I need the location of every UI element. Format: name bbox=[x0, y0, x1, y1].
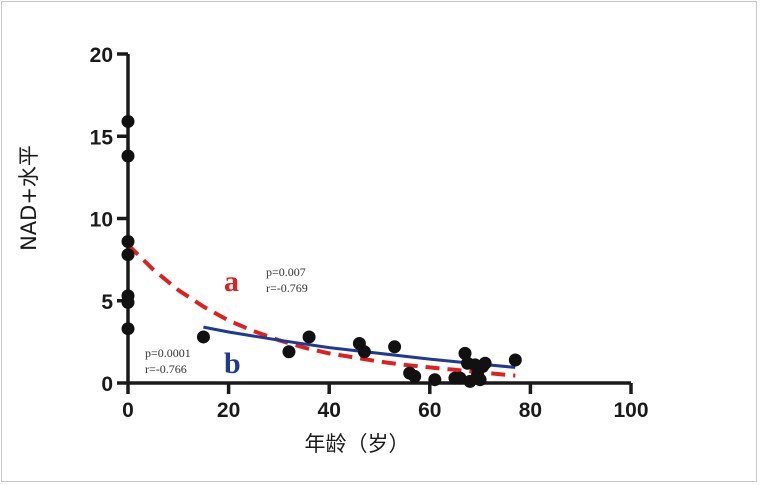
data-point bbox=[121, 235, 135, 249]
x-tick-label: 60 bbox=[418, 399, 441, 422]
data-point bbox=[453, 371, 467, 385]
y-ticks: 0 5 10 15 20 bbox=[90, 44, 128, 396]
data-point bbox=[388, 340, 402, 354]
data-point bbox=[408, 369, 422, 383]
y-tick-label: 20 bbox=[90, 44, 113, 67]
fit-curve-a bbox=[126, 243, 516, 378]
data-point bbox=[282, 345, 296, 359]
data-point bbox=[121, 149, 135, 163]
y-axis-title: NAD+水平 bbox=[17, 145, 41, 251]
y-tick-label: 10 bbox=[90, 209, 113, 232]
y-tick-label: 0 bbox=[101, 373, 113, 396]
data-point bbox=[196, 330, 210, 344]
y-tick-label: 5 bbox=[101, 291, 113, 314]
curve-b-p-value: p=0.0001 bbox=[145, 346, 191, 360]
data-point bbox=[121, 248, 135, 262]
curve-labels: a p=0.007 r=-0.769 b p=0.0001 r=-0.766 bbox=[145, 265, 308, 380]
x-tick-label: 100 bbox=[613, 399, 648, 422]
curve-b-label: b bbox=[224, 347, 241, 380]
x-axis-title: 年龄（岁） bbox=[305, 432, 410, 456]
x-tick-label: 0 bbox=[122, 399, 134, 422]
y-tick-label: 15 bbox=[90, 126, 114, 149]
x-tick-label: 80 bbox=[519, 399, 542, 422]
curve-a-p-value: p=0.007 bbox=[266, 265, 306, 279]
data-point bbox=[302, 330, 316, 344]
data-point bbox=[508, 353, 522, 367]
x-ticks: 0 20 40 60 80 100 bbox=[122, 383, 649, 422]
axes: 0 5 10 15 20 0 20 40 60 80 100 bbox=[90, 44, 649, 422]
data-point bbox=[121, 114, 135, 128]
data-points bbox=[121, 114, 522, 388]
curve-a-r-value: r=-0.769 bbox=[266, 281, 308, 295]
curve-b-r-value: r=-0.766 bbox=[145, 362, 187, 376]
data-point bbox=[478, 356, 492, 370]
data-point bbox=[121, 322, 135, 336]
data-point bbox=[473, 373, 487, 387]
x-tick-label: 20 bbox=[217, 399, 240, 422]
data-point bbox=[428, 373, 442, 387]
data-point bbox=[458, 346, 472, 360]
data-point bbox=[357, 345, 371, 359]
curve-a-label: a bbox=[224, 265, 239, 298]
x-tick-label: 40 bbox=[318, 399, 341, 422]
data-point bbox=[121, 295, 135, 309]
